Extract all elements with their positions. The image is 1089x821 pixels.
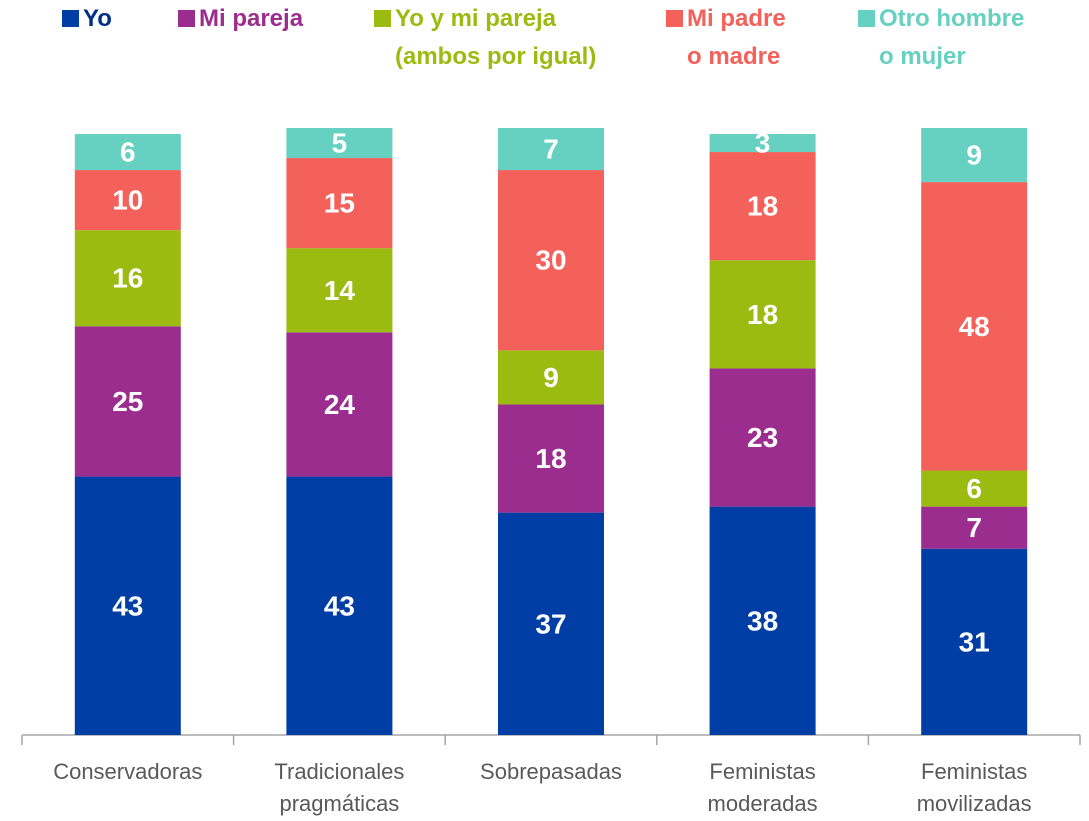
data-label: 3 (755, 128, 771, 159)
bar-segment (286, 476, 393, 735)
data-label: 15 (324, 188, 355, 219)
data-label: 6 (966, 473, 982, 504)
bar-segment (709, 506, 816, 735)
data-label: 9 (543, 362, 559, 393)
data-label: 24 (324, 389, 356, 420)
bar-segment (74, 170, 181, 231)
bar-segment (74, 476, 181, 735)
data-label: 43 (324, 590, 355, 621)
data-label: 7 (543, 134, 559, 165)
data-label: 16 (112, 263, 143, 294)
data-label: 18 (747, 299, 778, 330)
bar-segment (921, 506, 1028, 549)
legend-swatch (62, 10, 79, 27)
data-label: 5 (332, 128, 348, 159)
bar-segment (921, 182, 1028, 471)
bar-segment (286, 332, 393, 477)
data-label: 9 (966, 140, 982, 171)
x-tick-label: Sobrepasadas (480, 759, 622, 784)
data-label: 18 (747, 191, 778, 222)
data-label: 25 (112, 386, 143, 417)
data-label: 48 (959, 311, 990, 342)
bar-segment (286, 248, 393, 333)
bar-segment (74, 326, 181, 477)
bar-segment (498, 128, 604, 171)
data-label: 14 (324, 275, 356, 306)
bar-segment (286, 128, 393, 159)
bar-segment (921, 548, 1028, 735)
legend-swatch (858, 10, 875, 27)
data-label: 6 (120, 137, 136, 168)
x-tick-label: Tradicionales pragmáticas (274, 759, 405, 816)
bar-segment (74, 230, 181, 327)
data-label: 31 (959, 626, 990, 657)
bar-segment (921, 128, 1028, 183)
bar-segment (709, 260, 816, 369)
bar-segment (498, 404, 604, 513)
data-label: 10 (112, 185, 143, 216)
legend-swatch (178, 10, 195, 27)
data-label: 23 (747, 422, 778, 453)
data-label: 30 (535, 245, 566, 276)
x-tick-label: Feministas movilizadas (916, 759, 1032, 816)
bar-segment (74, 134, 181, 171)
legend-label: Mi pareja (199, 5, 304, 32)
legend-swatch (374, 10, 391, 27)
legend-label: Yo y mi pareja (ambos por igual) (395, 5, 597, 70)
bar-segment (498, 350, 604, 405)
data-label: 37 (535, 608, 566, 639)
x-tick-label: Conservadoras (53, 759, 203, 784)
bar-segment (709, 152, 816, 261)
legend-label: Yo (83, 5, 112, 32)
bar-segment (498, 512, 604, 735)
legend-label: Mi padre o madre (687, 5, 786, 70)
bar-segment (709, 134, 816, 153)
bar-segment (498, 170, 604, 351)
bar-segment (709, 368, 816, 507)
data-label: 38 (747, 605, 778, 636)
bar-segment (921, 470, 1028, 507)
data-label: 43 (112, 590, 143, 621)
bar-segment (286, 158, 393, 249)
legend-swatch (666, 10, 683, 27)
data-label: 7 (966, 512, 982, 543)
x-tick-label: Feministas moderadas (707, 759, 818, 816)
data-label: 18 (535, 443, 566, 474)
legend-label: Otro hombre o mujer (879, 5, 1025, 70)
